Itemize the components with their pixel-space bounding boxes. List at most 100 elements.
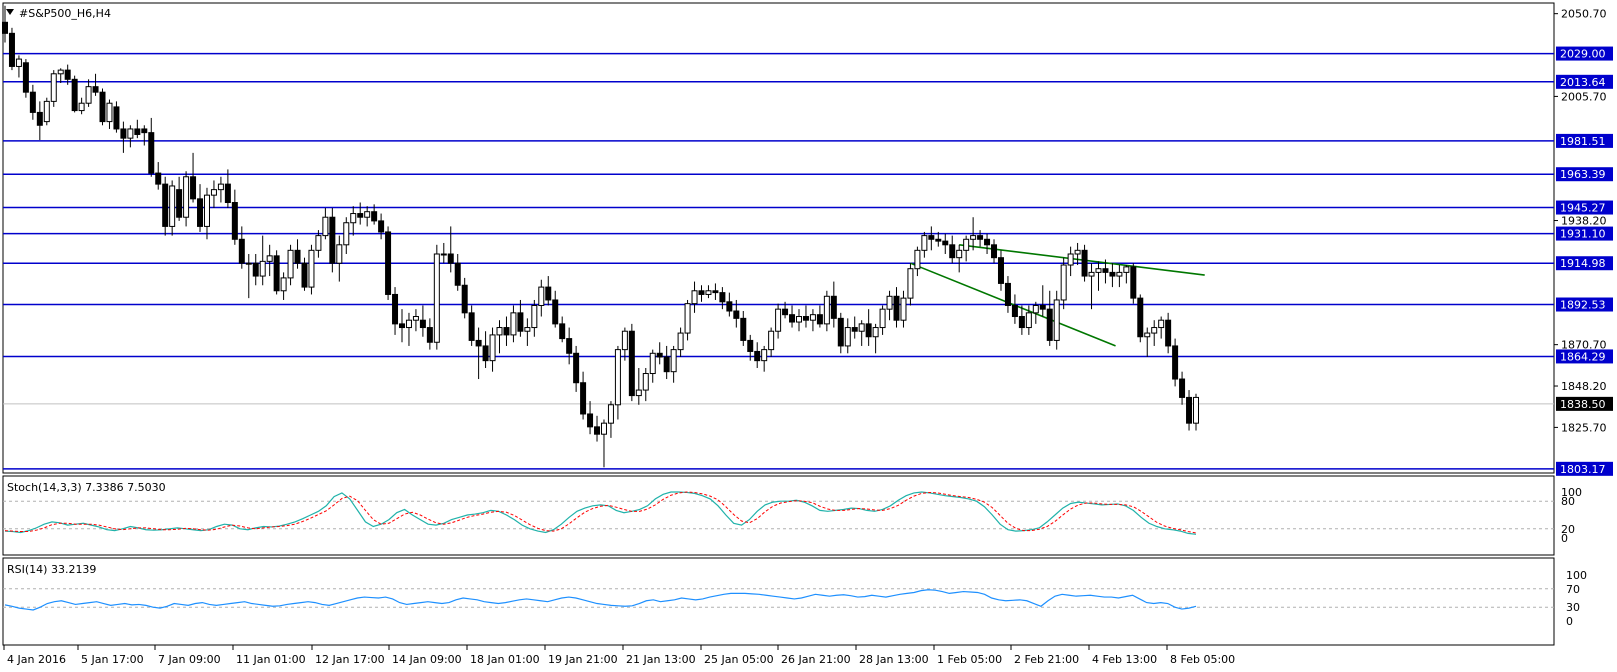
rsi-label: RSI(14) 33.2139 xyxy=(7,563,96,576)
lower-trend-line[interactable] xyxy=(910,262,1116,347)
level-price-tag: 1914.98 xyxy=(1560,257,1606,270)
candle-bearish xyxy=(392,293,399,325)
candle-bullish xyxy=(15,58,22,67)
x-tick-label: 12 Jan 17:00 xyxy=(315,653,385,666)
candle-bullish xyxy=(496,327,503,336)
candle-bullish xyxy=(336,244,343,264)
candle-bearish xyxy=(99,91,106,123)
candle-bearish xyxy=(559,323,566,340)
level-price-tag: 2013.64 xyxy=(1560,76,1606,89)
current-price-tag-bg xyxy=(1556,396,1613,411)
candle-bearish xyxy=(1172,345,1179,380)
x-tick-label: 26 Jan 21:00 xyxy=(781,653,851,666)
candle-bearish xyxy=(580,382,587,415)
x-tick-label: 21 Jan 13:00 xyxy=(626,653,696,666)
candle-bearish xyxy=(482,345,489,362)
candle-bullish xyxy=(350,213,357,224)
y-tick-label: 1938.20 xyxy=(1561,215,1607,228)
candle-bullish xyxy=(510,312,517,336)
x-tick-label: 4 Jan 2016 xyxy=(7,653,66,666)
stoch-axis-label: 20 xyxy=(1561,523,1575,536)
rsi-axis-label: 100 xyxy=(1566,569,1587,582)
candle-bullish xyxy=(649,352,656,375)
candle-bearish xyxy=(1137,297,1144,338)
candle-bearish xyxy=(935,238,942,242)
candle-bearish xyxy=(552,299,559,325)
candle-bearish xyxy=(141,128,148,134)
y-tick-label: 1825.70 xyxy=(1561,421,1607,434)
candle-bullish xyxy=(607,404,614,424)
candle-bearish xyxy=(566,338,573,354)
x-tick-label: 2 Feb 21:00 xyxy=(1014,653,1079,666)
current-price-tag: 1838.50 xyxy=(1560,398,1606,411)
candle-bearish xyxy=(461,284,468,314)
candle-bearish xyxy=(726,301,733,312)
candle-bearish xyxy=(733,310,740,319)
candle-bullish xyxy=(886,295,893,310)
candle-bearish xyxy=(273,255,280,292)
candle-bullish xyxy=(879,308,886,329)
x-tick-label: 14 Jan 09:00 xyxy=(392,653,462,666)
candle-bearish xyxy=(1018,316,1025,329)
candle-bearish xyxy=(8,32,15,67)
candle-bullish xyxy=(50,73,57,102)
level-price-tag-bg xyxy=(1556,349,1613,364)
candle-bullish xyxy=(642,373,649,391)
candle-bullish xyxy=(127,128,134,139)
rsi-panel-frame xyxy=(2,557,1555,646)
candle-bullish xyxy=(405,319,412,329)
level-price-tag-bg xyxy=(1556,74,1613,89)
candle-bearish xyxy=(517,312,524,332)
candle-bearish xyxy=(378,220,385,233)
candle-bearish xyxy=(2,21,8,34)
chart-menu-triangle-icon[interactable] xyxy=(6,9,14,15)
level-price-tag: 1945.27 xyxy=(1560,202,1606,215)
y-tick-label: 2005.70 xyxy=(1561,90,1607,103)
x-tick-label: 11 Jan 01:00 xyxy=(236,653,306,666)
candle-bullish xyxy=(259,260,266,277)
candle-bearish xyxy=(594,426,601,435)
candle-bullish xyxy=(43,100,50,123)
candle-bearish xyxy=(747,339,754,352)
candle-bullish xyxy=(538,286,545,306)
stoch-axis-label: 0 xyxy=(1561,532,1568,545)
candle-bullish xyxy=(440,253,447,256)
level-price-tag-bg xyxy=(1556,46,1613,61)
stoch-label: Stoch(14,3,3) 7.3386 7.5030 xyxy=(7,481,166,494)
candle-bearish xyxy=(231,202,238,240)
level-price-tag-bg xyxy=(1556,167,1613,182)
candle-bullish xyxy=(169,185,176,227)
candle-bearish xyxy=(113,106,120,130)
candle-bearish xyxy=(587,413,594,428)
candle-bullish xyxy=(775,308,782,332)
x-tick-label: 1 Feb 05:00 xyxy=(937,653,1002,666)
candle-bullish xyxy=(322,216,329,237)
y-tick-label: 1870.70 xyxy=(1561,339,1607,352)
y-tick-label: 2050.70 xyxy=(1561,8,1607,21)
x-tick-label: 4 Feb 13:00 xyxy=(1092,653,1157,666)
level-price-tag: 1892.53 xyxy=(1560,299,1606,312)
candle-bearish xyxy=(545,286,552,301)
candle-bearish xyxy=(468,312,475,341)
candle-bullish xyxy=(106,102,113,123)
candle-bullish xyxy=(614,349,621,406)
candle-bearish xyxy=(22,62,29,93)
level-price-tag-bg xyxy=(1556,461,1613,476)
rsi-line xyxy=(4,589,1197,611)
level-price-tag: 1981.51 xyxy=(1560,135,1606,148)
candle-bearish xyxy=(802,316,809,321)
candle-bullish xyxy=(858,323,865,332)
candle-bullish xyxy=(670,349,677,373)
rsi-axis-label: 70 xyxy=(1566,583,1580,596)
candle-bearish xyxy=(134,128,141,135)
x-tick-label: 18 Jan 01:00 xyxy=(470,653,540,666)
candle-bearish xyxy=(64,69,71,80)
candle-bullish xyxy=(1053,299,1060,341)
rsi-axis-label: 30 xyxy=(1566,601,1580,614)
candle-bullish xyxy=(183,176,190,218)
candle-bullish xyxy=(1144,332,1151,338)
candle-bearish xyxy=(656,352,663,358)
candle-bullish xyxy=(1095,268,1102,273)
candle-bullish xyxy=(531,304,538,329)
candle-bullish xyxy=(364,211,371,218)
